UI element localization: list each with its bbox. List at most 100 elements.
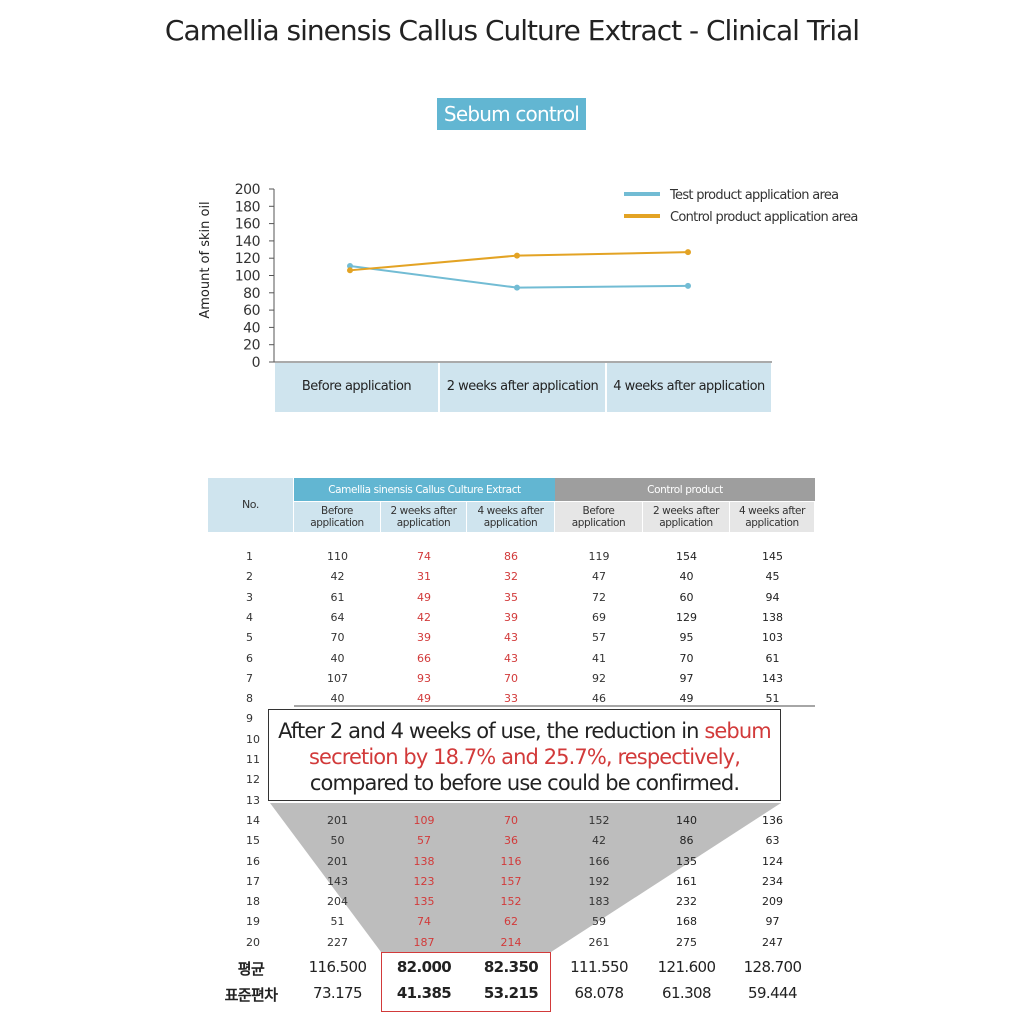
- table-cell: 46: [592, 692, 606, 706]
- table-cell: 40: [330, 651, 345, 665]
- row-number: 10: [246, 732, 260, 746]
- y-tick-label: 140: [235, 234, 260, 250]
- x-tick-label: Before application: [302, 379, 412, 394]
- data-point: [514, 284, 520, 291]
- table-cell: 204: [327, 895, 348, 909]
- table-cell: 70: [504, 813, 518, 827]
- legend-label: Test product application area: [669, 188, 838, 203]
- table-cell: 129: [676, 610, 697, 624]
- table-cell: 63: [765, 834, 780, 848]
- table-cell: 33: [504, 692, 518, 706]
- x-tick-label: 2 weeks after application: [447, 379, 599, 394]
- row-number: 12: [246, 773, 260, 787]
- y-tick-label: 40: [243, 320, 260, 336]
- table-cell: 72: [592, 590, 606, 604]
- table-cell: 66: [417, 651, 431, 665]
- y-axis-label: Amount of skin oil: [198, 201, 213, 318]
- table-cell: 62: [504, 915, 518, 929]
- table-cell: 152: [588, 813, 610, 827]
- callout-text-end: compared to before use could be confirme…: [309, 771, 740, 795]
- table-cell: 192: [588, 874, 610, 888]
- summary-label: 평균: [237, 960, 265, 978]
- x-tick-label: 4 weeks after application: [613, 379, 765, 394]
- row-number: 17: [246, 874, 260, 888]
- subheader: 2 weeks after application: [643, 502, 729, 532]
- summary-cell: 82.350: [483, 958, 539, 976]
- table-cell: 157: [500, 874, 522, 888]
- table-cell: 45: [765, 570, 780, 584]
- table-cell: 95: [679, 631, 694, 645]
- subheader: Before application: [294, 502, 380, 532]
- table-cell: 97: [679, 671, 694, 685]
- table-cell: 59: [592, 915, 606, 929]
- subheader: 4 weeks after application: [467, 502, 554, 532]
- table-cell: 42: [330, 570, 345, 584]
- table-cell: 234: [762, 874, 783, 888]
- table-cell: 275: [676, 935, 697, 949]
- row-number: 2: [246, 570, 253, 584]
- table-cell: 107: [327, 671, 348, 685]
- table-cell: 40: [330, 692, 345, 706]
- data-point: [347, 262, 353, 269]
- table-cell: 135: [676, 854, 697, 868]
- header-no: No.: [208, 478, 293, 532]
- table-cell: 70: [504, 671, 518, 685]
- table-cell: 86: [504, 550, 518, 563]
- summary-cell: 61.308: [662, 984, 711, 1002]
- highlight-box: [381, 952, 551, 1012]
- table-cell: 135: [413, 895, 435, 909]
- table-cell: 43: [504, 651, 518, 665]
- table-cell: 183: [588, 895, 610, 909]
- table-cell: 74: [417, 915, 431, 929]
- table-cell: 116: [500, 854, 522, 868]
- subheader: 2 weeks after application: [381, 502, 466, 532]
- table-cell: 69: [592, 610, 606, 624]
- table-cell: 42: [592, 834, 606, 848]
- summary-cell: 41.385: [396, 984, 452, 1002]
- table-cell: 92: [592, 671, 606, 685]
- y-tick-label: 80: [243, 286, 260, 302]
- data-point: [685, 282, 691, 289]
- y-tick-label: 180: [235, 199, 260, 215]
- table-cell: 97: [765, 915, 780, 929]
- data-point: [514, 252, 520, 259]
- table-cell: 47: [592, 570, 606, 584]
- table-cell: 152: [500, 895, 522, 909]
- table-cell: 161: [676, 874, 697, 888]
- table-cell: 232: [676, 895, 697, 909]
- row-number: 14: [246, 813, 260, 827]
- table-cell: 201: [327, 854, 348, 868]
- table-cell: 247: [762, 935, 783, 949]
- table-cell: 42: [417, 610, 431, 624]
- data-point: [347, 267, 353, 274]
- table-cell: 110: [327, 550, 348, 563]
- table-cell: 36: [504, 834, 518, 848]
- row-number: 16: [246, 854, 260, 868]
- table-cell: 166: [588, 854, 610, 868]
- row-number: 1: [246, 550, 253, 563]
- table-cell: 60: [679, 590, 694, 604]
- table-cell: 261: [588, 935, 610, 949]
- y-tick-label: 0: [252, 355, 260, 371]
- table-cell: 32: [504, 570, 518, 584]
- header-group-control: Control product: [555, 478, 815, 501]
- data-point: [685, 249, 691, 256]
- table-cell: 61: [330, 590, 345, 604]
- table-cell: 145: [762, 550, 783, 563]
- table-cell: 123: [413, 874, 435, 888]
- summary-cell: 68.078: [574, 984, 624, 1002]
- summary-label: 표준편차: [224, 986, 278, 1004]
- table-cell: 119: [588, 550, 610, 563]
- table-cell: 93: [417, 671, 431, 685]
- table-cell: 57: [417, 834, 431, 848]
- callout-shadow-shape: [270, 803, 781, 952]
- table-cell: 40: [679, 570, 694, 584]
- table-cell: 86: [679, 834, 694, 848]
- row-number: 13: [246, 793, 260, 807]
- legend-label: Control product application area: [670, 210, 858, 225]
- table-cell: 201: [327, 813, 348, 827]
- table-cell: 50: [330, 834, 345, 848]
- table-cell: 41: [592, 651, 606, 665]
